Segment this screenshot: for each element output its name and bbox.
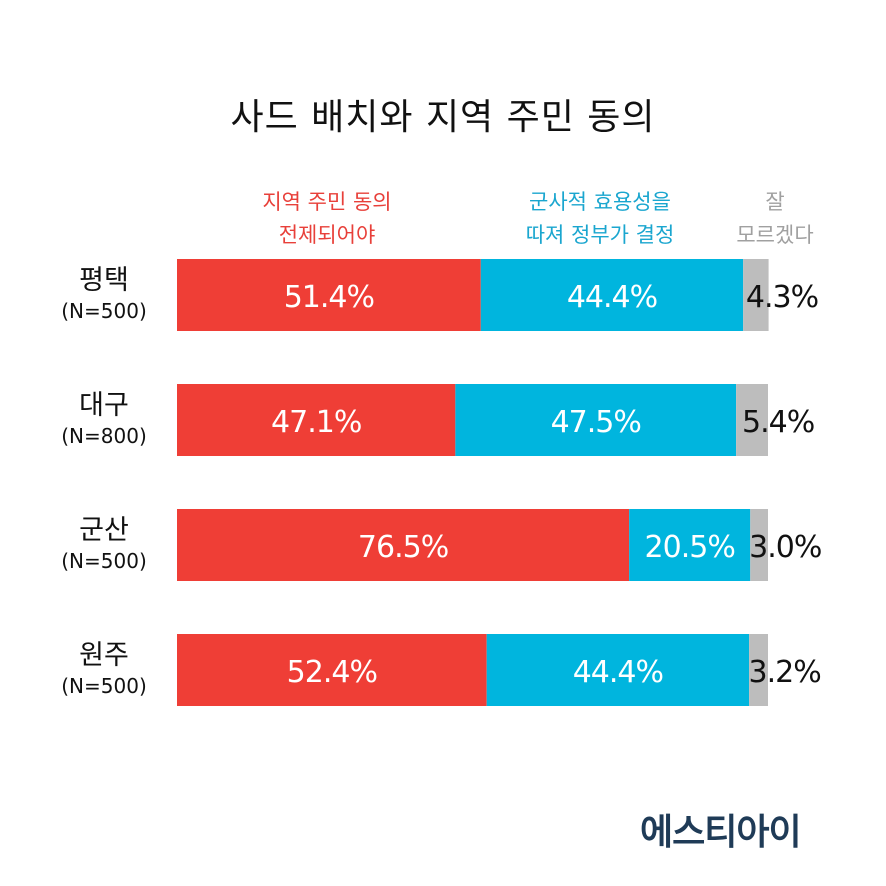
value-label-dont-know: 3.0%	[749, 530, 821, 565]
category-name: 원주	[79, 640, 129, 671]
value-label-require-consent: 51.4%	[284, 280, 374, 315]
legend-line: 모르겠다	[736, 223, 814, 247]
sample-size: (N=500)	[61, 549, 147, 573]
bar-dont-know	[750, 509, 768, 581]
legend-item-dont-know: 잘 모르겠다	[716, 186, 834, 252]
value-label-require-consent: 52.4%	[287, 655, 377, 690]
category-name: 평택	[79, 265, 129, 296]
legend-line: 따져 정부가 결정	[525, 223, 675, 247]
value-label-government-decides: 20.5%	[645, 530, 735, 565]
bar-government-decides	[480, 259, 744, 331]
bar-dont-know	[743, 259, 769, 331]
sample-size: (N=800)	[61, 424, 147, 448]
category-label-gunsan: 군산 (N=500)	[40, 515, 168, 575]
value-label-require-consent: 47.1%	[271, 405, 361, 440]
legend-line: 전제되어야	[278, 223, 376, 247]
category-label-daegu: 대구 (N=800)	[40, 390, 168, 450]
bar-require-consent	[177, 259, 481, 331]
bar-require-consent	[177, 384, 456, 456]
bar-government-decides	[486, 634, 750, 706]
value-label-dont-know: 3.2%	[749, 655, 821, 690]
bar-government-decides	[629, 509, 751, 581]
category-label-pyeongtaek: 평택 (N=500)	[40, 265, 168, 325]
legend-item-require-consent: 지역 주민 동의 전제되어야	[222, 186, 432, 252]
sample-size: (N=500)	[61, 299, 147, 323]
bar-government-decides	[455, 384, 737, 456]
legend-line: 군사적 효용성을	[529, 190, 671, 214]
bar-require-consent	[177, 634, 487, 706]
category-name: 대구	[79, 390, 129, 421]
source-logo: 에스티아이	[640, 812, 802, 853]
legend-line: 잘	[765, 190, 785, 214]
bar-require-consent	[177, 509, 630, 581]
bar-dont-know	[749, 634, 768, 706]
sample-size: (N=500)	[61, 674, 147, 698]
value-label-dont-know: 4.3%	[746, 280, 818, 315]
legend-item-government-decides: 군사적 효용성을 따져 정부가 결정	[480, 186, 720, 252]
value-label-dont-know: 5.4%	[742, 405, 814, 440]
value-label-government-decides: 44.4%	[573, 655, 663, 690]
legend-line: 지역 주민 동의	[262, 190, 392, 214]
chart-title: 사드 배치와 지역 주민 동의	[230, 97, 656, 138]
bar-dont-know	[736, 384, 768, 456]
value-label-government-decides: 44.4%	[567, 280, 657, 315]
value-label-require-consent: 76.5%	[358, 530, 448, 565]
category-label-wonju: 원주 (N=500)	[40, 640, 168, 700]
category-name: 군산	[79, 515, 129, 546]
value-label-government-decides: 47.5%	[551, 405, 641, 440]
